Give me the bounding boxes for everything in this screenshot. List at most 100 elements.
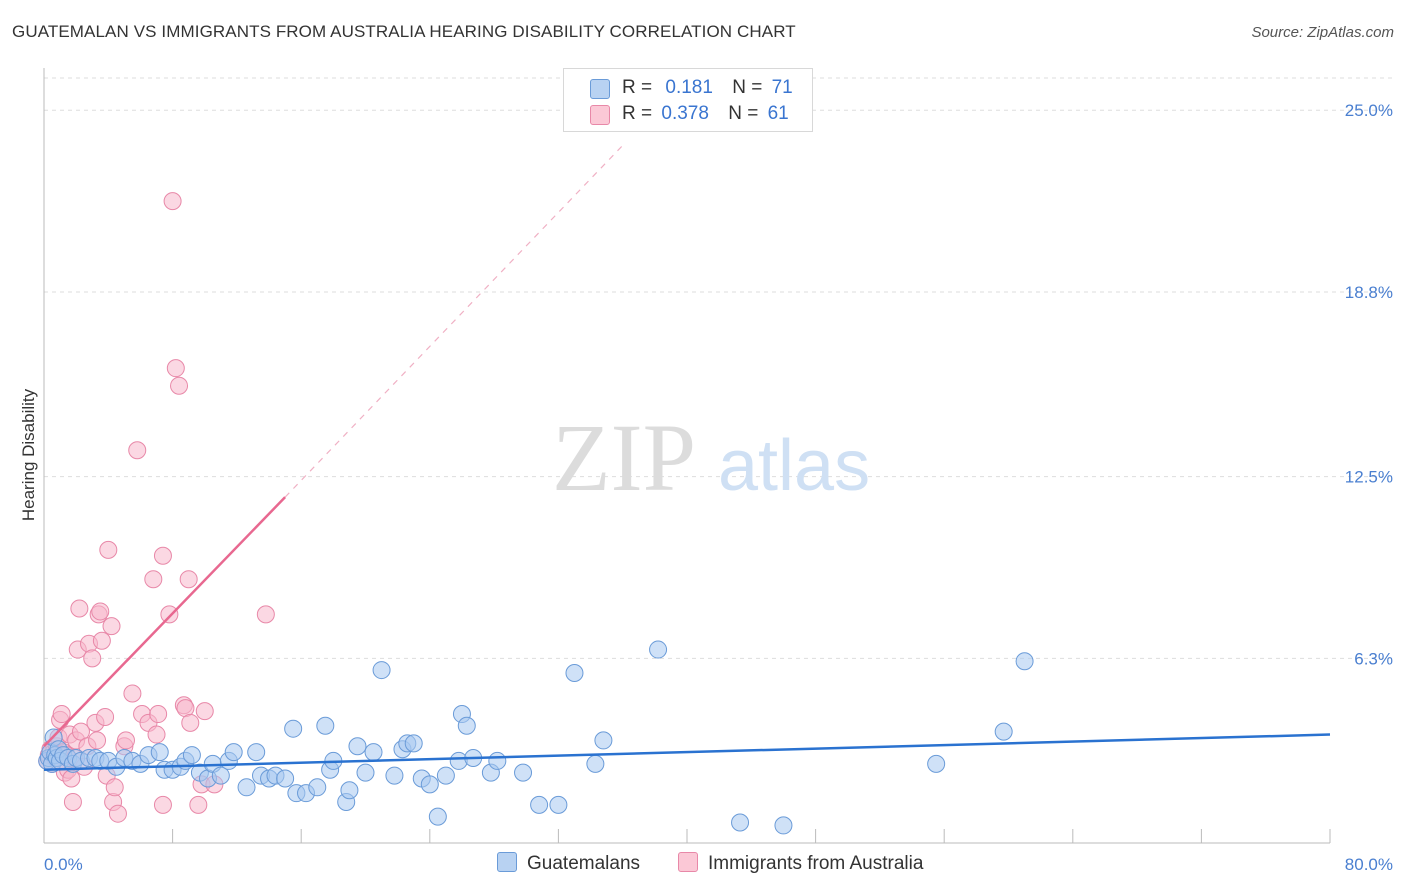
pink-point <box>92 631 111 650</box>
pink-point <box>105 778 124 797</box>
legend-r-label: R = <box>622 103 653 124</box>
gridlines <box>44 77 1395 659</box>
blue-point <box>224 743 243 762</box>
pink-point <box>163 192 182 211</box>
pink-point <box>52 705 71 724</box>
blue-point <box>237 778 256 797</box>
pink-point <box>63 792 82 811</box>
bottom-legend-label: Immigrants from Australia <box>708 853 924 874</box>
blue-point <box>276 769 295 788</box>
y-tick-label: 25.0% <box>1345 101 1393 120</box>
legend-swatch-pink <box>590 105 610 125</box>
pink-point <box>179 570 198 589</box>
pink-trend-line <box>43 496 287 748</box>
pink-point <box>144 570 163 589</box>
pink-trend-extension <box>284 144 624 498</box>
watermark: ZIP atlas <box>552 404 870 511</box>
pink-point <box>166 359 185 378</box>
blue-point <box>182 746 201 765</box>
blue-point <box>372 661 391 680</box>
pink-point <box>96 707 115 726</box>
pink-point <box>170 376 189 395</box>
pink-point <box>70 599 89 618</box>
legend-r-value: 0.181 <box>665 77 713 98</box>
blue-point <box>211 766 230 785</box>
blue-point <box>565 664 584 682</box>
watermark-atlas: atlas <box>718 426 870 506</box>
pink-point <box>149 705 168 724</box>
pink-point <box>99 540 118 559</box>
pink-points <box>38 192 275 823</box>
blue-point <box>488 751 507 770</box>
blue-point <box>247 743 266 762</box>
legend: R = 0.181 N = 71 R = 0.378 N = 61 <box>563 68 813 132</box>
blue-point <box>420 775 439 794</box>
blue-point <box>586 754 605 773</box>
pink-point <box>108 804 127 823</box>
pink-point <box>189 795 208 814</box>
pink-point <box>147 725 166 744</box>
blue-point <box>284 719 303 738</box>
y-tick-label: 18.8% <box>1345 283 1393 302</box>
y-tick-label: 6.3% <box>1354 649 1393 668</box>
pink-point <box>91 602 110 621</box>
legend-r-value: 0.378 <box>661 103 709 124</box>
axes <box>43 68 1331 844</box>
source-label: Source: ZipAtlas.com <box>1251 24 1394 41</box>
blue-point <box>927 754 946 773</box>
bottom-legend-swatch-blue <box>497 852 517 872</box>
pink-point <box>181 713 200 732</box>
blue-point <box>994 722 1013 741</box>
blue-point <box>340 781 359 800</box>
bottom-legend-guatemalans: Guatemalans <box>497 852 640 875</box>
pink-point <box>123 684 142 703</box>
blue-point <box>731 813 750 832</box>
blue-point <box>428 807 447 826</box>
pink-point <box>153 546 172 565</box>
legend-r-label: R = <box>622 77 653 98</box>
blue-trend-line <box>43 733 1331 771</box>
blue-point <box>774 816 793 835</box>
legend-swatch-blue <box>590 79 610 99</box>
legend-n-label: N = <box>732 77 763 98</box>
pink-point <box>153 795 172 814</box>
blue-point <box>594 731 613 750</box>
blue-points <box>38 640 1034 835</box>
pink-point <box>128 441 147 460</box>
blue-point <box>348 737 367 756</box>
pink-point <box>195 702 214 721</box>
legend-n-value: 71 <box>771 77 793 98</box>
bottom-legend-australia: Immigrants from Australia <box>678 852 923 875</box>
blue-point <box>436 766 455 785</box>
watermark-zip: ZIP <box>552 404 696 511</box>
blue-point <box>649 640 668 659</box>
blue-point <box>356 763 375 782</box>
blue-point <box>150 743 169 762</box>
trend-lines <box>43 144 1331 771</box>
blue-point <box>549 795 568 814</box>
blue-point <box>404 734 423 753</box>
pink-point <box>88 731 107 750</box>
x-tick-label: 0.0% <box>44 855 83 874</box>
blue-point <box>530 795 549 814</box>
blue-point <box>514 763 533 782</box>
blue-point <box>364 743 383 762</box>
blue-point <box>316 716 335 735</box>
pink-point <box>116 731 135 750</box>
tick-labels: 6.3% 12.5% 18.8% 25.0% 0.0% 80.0% <box>44 101 1393 874</box>
legend-n-label: N = <box>728 103 759 124</box>
blue-point <box>457 716 476 735</box>
bottom-legend-swatch-pink <box>678 852 698 872</box>
x-tick-label: 80.0% <box>1345 855 1393 874</box>
pink-point <box>102 617 121 636</box>
blue-point <box>385 766 404 785</box>
bottom-legend-label: Guatemalans <box>527 853 641 874</box>
pink-point <box>83 649 102 668</box>
blue-point <box>308 778 327 797</box>
legend-n-value: 61 <box>767 103 789 124</box>
chart-title: GUATEMALAN VS IMMIGRANTS FROM AUSTRALIA … <box>12 22 796 41</box>
pink-point <box>256 605 275 624</box>
y-tick-label: 12.5% <box>1345 468 1393 487</box>
blue-point <box>449 751 468 770</box>
